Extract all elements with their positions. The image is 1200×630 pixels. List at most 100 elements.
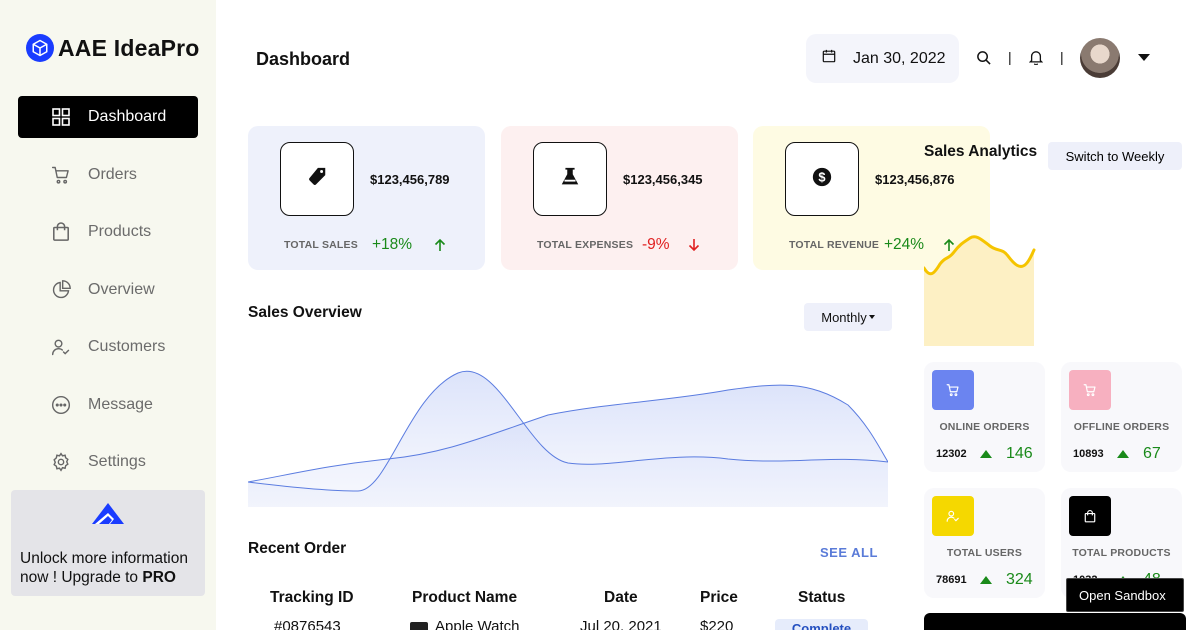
sidebar-item-dashboard[interactable]: Dashboard [18, 96, 198, 138]
bell-icon[interactable] [1028, 50, 1044, 70]
stat-label: TOTAL EXPENSES [537, 239, 634, 251]
stat-value: $123,456,876 [875, 172, 955, 187]
triangle-up-icon [1117, 450, 1129, 458]
avatar[interactable] [1080, 38, 1120, 78]
brand-logo[interactable]: AAE IdeaPro [26, 34, 200, 62]
search-icon[interactable] [976, 50, 991, 70]
header-separator: | [1060, 49, 1064, 65]
mini-card-value: 12302 [936, 448, 967, 460]
upgrade-card[interactable]: Unlock more information now ! Upgrade to… [11, 490, 205, 596]
sales-overview-chart [248, 370, 888, 507]
calendar-icon [822, 49, 836, 68]
mini-card-label: TOTAL USERS [946, 547, 1023, 559]
sidebar-item-overview[interactable]: Overview [18, 269, 198, 311]
column-header-product-name: Product Name [412, 589, 518, 606]
stat-value: $123,456,345 [623, 172, 703, 187]
mini-card-label: TOTAL PRODUCTS [1072, 547, 1171, 559]
header-separator: | [1008, 49, 1012, 65]
stat-label: TOTAL SALES [284, 239, 358, 251]
column-header-date: Date [604, 589, 638, 606]
overview-area-b [248, 371, 888, 507]
tag-icon [306, 166, 328, 193]
mini-card-total-users: TOTAL USERS 78691 324 [924, 488, 1045, 598]
mini-card-online-orders: ONLINE ORDERS 12302 146 [924, 362, 1045, 472]
grid-icon [50, 106, 72, 128]
mini-card-value: 78691 [936, 574, 967, 586]
sidebar-item-settings[interactable]: Settings [18, 441, 198, 483]
mini-card-label: ONLINE ORDERS [939, 421, 1030, 433]
sidebar-item-label: Dashboard [88, 108, 167, 125]
mini-card-label: OFFLINE ORDERS [1073, 421, 1170, 433]
arrow-up-icon [943, 238, 955, 257]
analytics-area [924, 236, 1034, 346]
column-header-tracking-id: Tracking ID [270, 589, 354, 606]
sidebar-item-label: Overview [88, 280, 155, 298]
stat-change: +18% [372, 236, 413, 253]
overview-line-a [248, 384, 888, 483]
caret-down-icon [868, 315, 875, 319]
stat-card-total-sales: $123,456,789 TOTAL SALES +18% [248, 126, 485, 270]
stat-value: $123,456,789 [370, 172, 450, 187]
see-all-link[interactable]: SEE ALL [820, 545, 878, 560]
sales-analytics-title: Sales Analytics [924, 143, 1038, 160]
sidebar-item-orders[interactable]: Orders [18, 154, 198, 196]
mini-card-count: 146 [1006, 445, 1033, 462]
brand-name: AAE IdeaPro [58, 34, 200, 61]
overview-line-b [248, 370, 888, 492]
cart-icon [1069, 370, 1111, 410]
analytics-line [924, 235, 1036, 276]
cube-logo-icon [26, 34, 54, 62]
bag-icon [50, 221, 72, 243]
cell-tracking-id: #0876543 [274, 618, 341, 630]
stat-change: -9% [642, 236, 670, 253]
stat-icon-box: $ [785, 142, 859, 216]
sidebar: AAE IdeaPro Dashboard Orders Products Ov… [0, 0, 216, 630]
open-sandbox-button[interactable]: Open Sandbox [1066, 578, 1184, 612]
status-badge: Complete [775, 619, 868, 630]
dollar-icon: $ [811, 166, 833, 193]
arrow-up-icon [434, 238, 446, 257]
page-title: Dashboard [256, 49, 351, 69]
date-picker[interactable]: Jan 30, 2022 [806, 34, 959, 83]
arrow-down-icon [688, 238, 700, 257]
column-header-price: Price [700, 589, 738, 606]
sidebar-item-label: Settings [88, 453, 146, 470]
pie-chart-icon [50, 279, 72, 301]
sales-analytics-chart [924, 235, 1036, 346]
triangle-up-icon [980, 450, 992, 458]
mountain-icon [91, 502, 125, 531]
chevron-down-icon[interactable] [1138, 54, 1150, 61]
watch-thumbnail-icon [410, 622, 428, 630]
cell-date: Jul 20, 2021 [580, 618, 662, 630]
switch-weekly-button[interactable]: Switch to Weekly [1048, 142, 1182, 170]
sidebar-nav: Dashboard Orders Products Overview Custo… [18, 96, 198, 499]
sidebar-item-label: Customers [88, 338, 166, 355]
recent-order-title: Recent Order [248, 540, 347, 557]
stat-card-total-revenue: $ $123,456,876 TOTAL REVENUE +24% [753, 126, 990, 270]
cell-product-name: Apple Watch [435, 618, 520, 630]
stat-icon-box [533, 142, 607, 216]
sidebar-item-customers[interactable]: Customers [18, 326, 198, 368]
stat-label: TOTAL REVENUE [789, 239, 880, 251]
users-icon [932, 496, 974, 536]
period-dropdown[interactable]: Monthly [804, 303, 892, 331]
cell-price: $220 [700, 618, 734, 630]
bottom-panel [924, 613, 1186, 630]
sidebar-item-message[interactable]: Message [18, 384, 198, 426]
stat-card-total-expenses: $123,456,345 TOTAL EXPENSES -9% [501, 126, 738, 270]
flask-icon [559, 166, 581, 193]
date-value: Jan 30, 2022 [853, 49, 946, 67]
period-value: Monthly [821, 309, 867, 325]
mini-card-count: 324 [1006, 571, 1033, 588]
cart-icon [932, 370, 974, 410]
mini-card-offline-orders: OFFLINE ORDERS 10893 67 [1061, 362, 1182, 472]
sidebar-item-label: Message [88, 395, 153, 413]
cart-icon [50, 164, 72, 186]
sidebar-item-products[interactable]: Products [18, 211, 198, 253]
mini-card-count: 67 [1143, 445, 1161, 462]
stat-icon-box [280, 142, 354, 216]
stat-change: +24% [884, 236, 925, 253]
bag-icon [1069, 496, 1111, 536]
column-header-status: Status [798, 589, 846, 606]
message-icon [50, 394, 72, 416]
